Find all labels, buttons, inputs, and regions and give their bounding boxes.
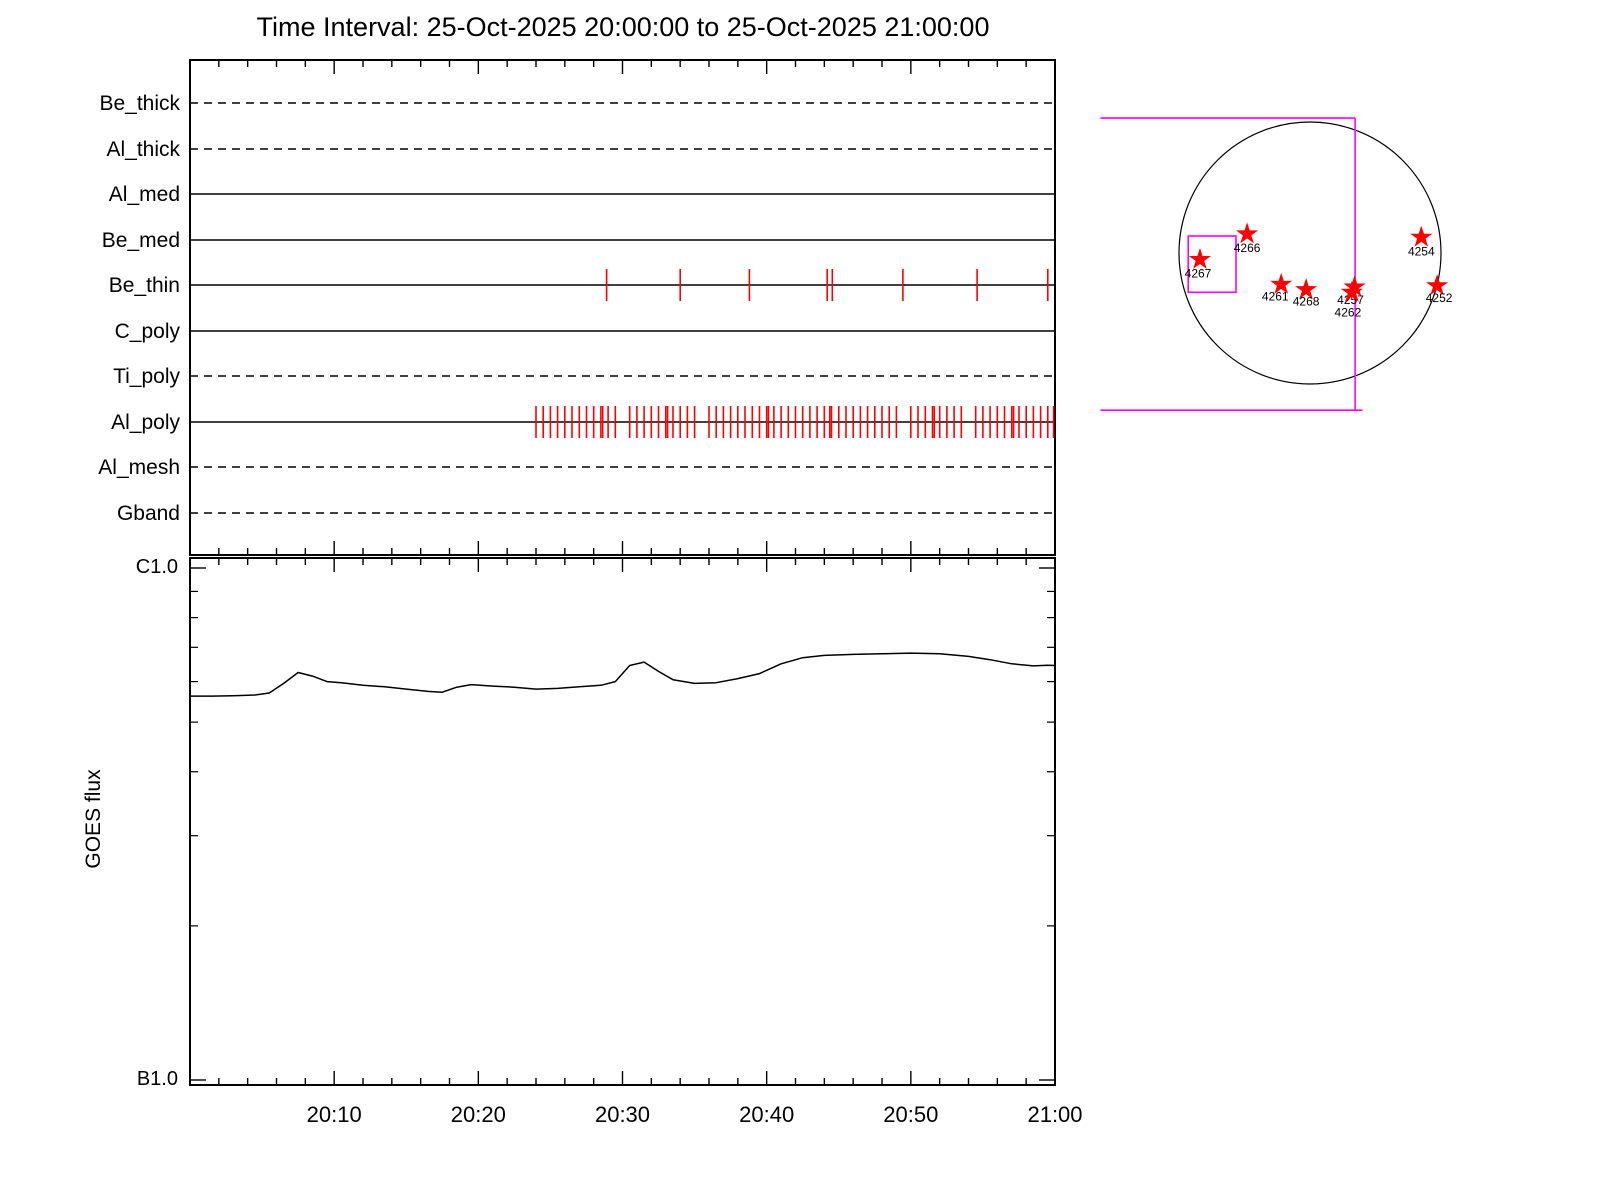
channel-label-Al_med: Al_med [109,183,180,206]
active-region-label-4266: 4266 [1234,241,1261,255]
goes-flux-axis-label: GOES flux [82,769,105,869]
solar-disk [1178,121,1442,385]
x-tick-label: 20:10 [307,1102,362,1127]
channel-label-Al_thick: Al_thick [106,138,180,161]
active-region-star-4266 [1236,222,1259,244]
active-region-star-4268 [1295,278,1318,300]
channel-label-Al_mesh: Al_mesh [98,456,180,479]
fov-sub-box [1187,235,1237,294]
active-region-star-4261 [1270,272,1293,294]
goes-panel-frame [189,557,1056,1086]
timeline-panel-frame [189,59,1056,556]
channel-label-Be_med: Be_med [102,229,180,252]
channel-label-Be_thin: Be_thin [109,274,180,297]
goes-flux-curve [190,652,1056,697]
active-region-star-4254 [1410,225,1433,247]
active-region-star-4267 [1188,247,1212,269]
active-region-label-4257: 4257 [1337,293,1364,307]
x-tick-label: 20:30 [595,1102,650,1127]
channel-label-Al_poly: Al_poly [111,411,180,434]
x-tick-label: 20:40 [739,1102,794,1127]
x-tick-label: 20:50 [883,1102,938,1127]
plot-title: Time Interval: 25-Oct-2025 20:00:00 to 2… [256,12,990,42]
active-region-label-4262: 4262 [1335,305,1362,319]
x-tick-label: 20:20 [451,1102,506,1127]
active-region-star-4262 [1340,280,1363,302]
channel-label-Ti_poly: Ti_poly [113,365,180,388]
channel-label-C_poly: C_poly [115,320,181,343]
active-region-label-4254: 4254 [1408,244,1435,258]
active-region-label-4252: 4252 [1426,291,1453,305]
channel-label-Be_thick: Be_thick [99,92,180,115]
channel-label-Gband: Gband [117,502,180,525]
active-region-label-4268: 4268 [1293,295,1320,309]
x-tick-label: 21:00 [1027,1102,1082,1127]
active-region-label-4261: 4261 [1262,289,1289,303]
y-tick-label-b1: B1.0 [136,1068,178,1090]
active-region-label-4267: 4267 [1185,267,1212,281]
y-tick-label-c1: C1.0 [135,556,178,578]
active-region-star-4252 [1426,274,1449,296]
